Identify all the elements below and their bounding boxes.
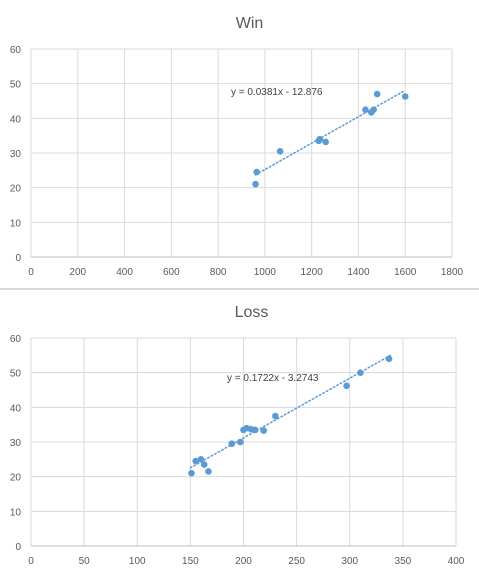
win-data-point — [373, 90, 381, 98]
win-data-point — [276, 147, 284, 155]
win-x-tick-label: 200 — [69, 267, 86, 278]
win-y-tick-label: 40 — [10, 114, 22, 125]
win-chart-title: Win — [236, 15, 264, 32]
chart-separator — [0, 288, 479, 290]
loss-y-tick-label: 30 — [10, 438, 22, 449]
loss-y-tick-label: 40 — [10, 403, 22, 414]
win-data-point — [370, 106, 377, 113]
loss-y-tick-label: 0 — [15, 542, 21, 553]
win-trendline-equation: y = 0.0381x - 12.876 — [231, 87, 323, 98]
loss-data-point — [205, 468, 212, 475]
loss-y-tick-label: 20 — [10, 473, 22, 484]
loss-x-tick-label: 400 — [448, 556, 465, 567]
loss-y-tick-label: 50 — [10, 369, 22, 380]
loss-y-tick-label: 60 — [10, 334, 22, 345]
loss-data-point — [272, 412, 279, 420]
win-x-tick-label: 1800 — [441, 267, 464, 278]
win-x-tick-label: 1400 — [347, 267, 370, 278]
win-data-point — [253, 168, 261, 176]
win-y-tick-label: 30 — [10, 149, 22, 160]
loss-data-point — [251, 426, 259, 434]
loss-x-tick-label: 50 — [79, 556, 91, 567]
loss-x-tick-label: 100 — [129, 556, 146, 567]
win-data-point — [316, 135, 324, 143]
win-trendline — [254, 89, 406, 176]
win-chart-panel: Win 0 10 20 30 40 50 60 0 200 400 600 800 1000 1200 140… — [0, 0, 479, 288]
loss-chart-title: Loss — [235, 304, 269, 321]
loss-data-point — [188, 469, 195, 477]
win-y-tick-label: 20 — [10, 184, 22, 195]
loss-data-point — [260, 427, 267, 434]
win-x-tick-label: 0 — [28, 267, 34, 278]
loss-x-tick-label: 350 — [395, 556, 412, 567]
loss-data-point — [237, 438, 244, 446]
win-x-tick-label: 1200 — [301, 267, 324, 278]
loss-x-tick-label: 200 — [235, 556, 252, 567]
win-y-tick-label: 10 — [10, 218, 22, 229]
win-y-tick-label: 50 — [10, 80, 22, 91]
loss-chart: Loss 0 10 20 30 40 50 60 0 50 100 150 200 250 300 350 40… — [10, 304, 465, 567]
win-y-tick-label: 60 — [10, 45, 22, 56]
win-data-point — [322, 138, 330, 146]
win-data-point — [252, 180, 259, 188]
loss-x-tick-label: 250 — [288, 556, 305, 567]
loss-x-tick-label: 0 — [28, 556, 34, 567]
loss-data-point — [385, 355, 393, 363]
loss-data-point — [343, 382, 350, 390]
loss-data-point — [357, 369, 364, 376]
loss-x-tick-label: 150 — [182, 556, 199, 567]
win-x-tick-label: 400 — [116, 267, 133, 278]
loss-trendline-equation: y = 0.1722x - 3.2743 — [227, 373, 319, 384]
win-x-tick-label: 1600 — [394, 267, 417, 278]
loss-data-point — [200, 461, 208, 468]
win-x-tick-label: 800 — [210, 267, 227, 278]
loss-data-point — [197, 456, 205, 463]
win-data-point — [362, 106, 369, 113]
loss-y-tick-label: 10 — [10, 507, 22, 518]
loss-chart-panel: Loss 0 10 20 30 40 50 60 0 50 100 150 200 250 300 350 40… — [0, 290, 479, 579]
win-x-tick-label: 1000 — [254, 267, 277, 278]
win-gridlines — [30, 48, 453, 258]
loss-x-tick-label: 300 — [341, 556, 358, 567]
win-y-tick-label: 0 — [15, 253, 21, 264]
loss-data-point — [192, 457, 199, 465]
win-x-tick-label: 600 — [163, 267, 180, 278]
win-data-point — [401, 93, 409, 100]
loss-data-point — [228, 440, 236, 448]
